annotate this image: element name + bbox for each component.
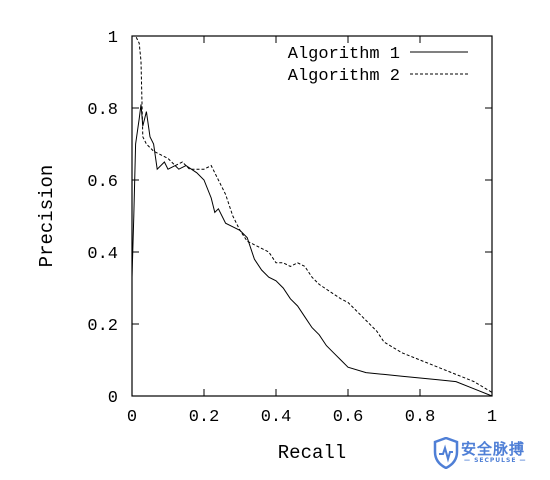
x-tick-label: 0.4 xyxy=(261,408,292,427)
legend-label-1: Algorithm 1 xyxy=(288,45,400,64)
legend-label-2: Algorithm 2 xyxy=(288,67,400,86)
plot-frame xyxy=(131,35,493,397)
x-tick-label: 0 xyxy=(127,408,137,427)
plot-area xyxy=(131,35,493,397)
legend: Algorithm 1 Algorithm 2 xyxy=(288,45,468,86)
y-tick-label: 0.8 xyxy=(87,101,118,120)
x-tick-label: 0.2 xyxy=(189,408,220,427)
y-tick-label: 0 xyxy=(108,389,118,408)
y-tick-label: 1 xyxy=(108,29,118,48)
y-tick-label: 0.2 xyxy=(87,317,118,336)
shield-icon xyxy=(433,437,459,469)
watermark-subtitle: — SECPULSE — xyxy=(464,457,527,464)
watermark-logo: 安全脉搏 — SECPULSE — xyxy=(433,436,543,470)
x-tick-label: 0.6 xyxy=(333,408,364,427)
y-tick-label: 0.4 xyxy=(87,245,118,264)
series-line-2 xyxy=(132,35,493,393)
watermark-title: 安全脉搏 xyxy=(461,440,526,458)
x-tick-label: 0.8 xyxy=(405,408,436,427)
y-axis-label: Precision xyxy=(36,165,58,268)
axis-ticks: 0 0.2 0.4 0.6 0.8 1 0 0.2 0.4 0.6 0.8 1 xyxy=(87,29,497,427)
x-axis-label: Recall xyxy=(278,442,346,464)
series-line-1 xyxy=(131,104,493,397)
series-lines xyxy=(131,35,493,397)
y-tick-label: 0.6 xyxy=(87,173,118,192)
x-tick-label: 1 xyxy=(487,408,497,427)
